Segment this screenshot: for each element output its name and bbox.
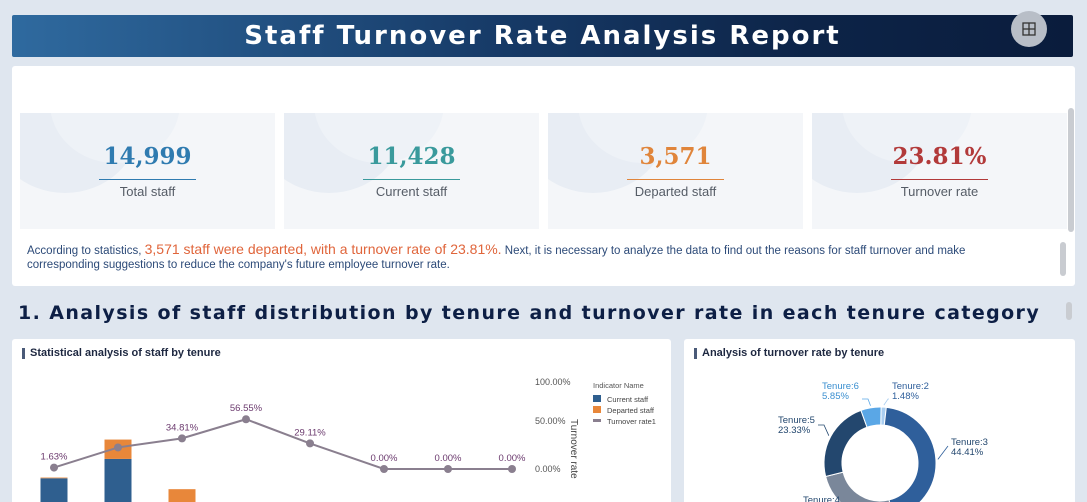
turnover-rate-label: 0.00% bbox=[499, 453, 526, 464]
kpi-value: 3,571 bbox=[639, 143, 712, 170]
donut-percent: 1.48% bbox=[892, 391, 919, 402]
legend-label[interactable]: Departed staff bbox=[607, 406, 655, 415]
summary-suffix: Next, it is necessary to analyze the dat… bbox=[27, 245, 966, 271]
turnover-rate-label: 1.63% bbox=[41, 452, 68, 463]
grid-menu-icon bbox=[1022, 22, 1036, 36]
kpi-value: 23.81% bbox=[892, 143, 987, 170]
section-title: 1. Analysis of staff distribution by ten… bbox=[18, 302, 1041, 324]
turnover-rate-point[interactable] bbox=[242, 415, 250, 424]
turnover-rate-point[interactable] bbox=[50, 463, 58, 472]
legend-label[interactable]: Turnover rate1 bbox=[607, 417, 656, 426]
legend-swatch-departed bbox=[593, 406, 601, 413]
panel-title: Statistical analysis of staff by tenure bbox=[22, 347, 221, 359]
donut-percent: 23.33% bbox=[778, 425, 811, 436]
kpi-label: Current staff bbox=[375, 184, 448, 199]
summary-highlight: 3,571 staff were departed, with a turnov… bbox=[144, 241, 502, 257]
donut-percent: 5.85% bbox=[822, 391, 849, 402]
legend-swatch-current bbox=[593, 395, 601, 402]
legend-label[interactable]: Current staff bbox=[607, 395, 649, 404]
donut-label: Tenure:6 bbox=[822, 381, 859, 392]
legend-title: Indicator Name bbox=[593, 381, 644, 390]
bar-departed-staff[interactable] bbox=[168, 489, 196, 502]
panel-title: Analysis of turnover rate by tenure bbox=[694, 347, 884, 359]
donut-leader-line bbox=[818, 424, 830, 436]
turnover-rate-label: 0.00% bbox=[435, 453, 462, 464]
donut-label: Tenure:5 bbox=[778, 415, 815, 426]
tenure-bar-panel: Statistical analysis of staff by tenure … bbox=[12, 339, 671, 502]
kpi-value: 11,428 bbox=[367, 143, 456, 170]
chart-legend: Indicator Name Current staff Departed st… bbox=[593, 381, 656, 426]
turnover-rate-point[interactable] bbox=[380, 465, 388, 473]
kpi-rule bbox=[627, 179, 724, 180]
turnover-rate-point[interactable] bbox=[114, 443, 122, 452]
turnover-rate-point[interactable] bbox=[508, 465, 516, 473]
kpi-rule bbox=[363, 179, 460, 180]
y2-tick-label: 100.00% bbox=[535, 377, 571, 387]
kpi-total-staff: 14,999 Total staff bbox=[20, 113, 275, 229]
kpi-departed-staff: 3,571 Departed staff bbox=[548, 113, 803, 229]
report-title: Staff Turnover Rate Analysis Report bbox=[244, 21, 841, 51]
menu-button[interactable] bbox=[1011, 11, 1047, 47]
kpi-turnover-rate: 23.81% Turnover rate bbox=[812, 113, 1067, 229]
section-scrollbar[interactable] bbox=[1066, 302, 1072, 320]
y2-axis-label: Turnover rate bbox=[568, 419, 579, 479]
donut-leader-line bbox=[883, 398, 889, 406]
kpi-value: 14,999 bbox=[103, 143, 192, 170]
summary-card: 14,999 Total staff 11,428 Current staff … bbox=[12, 66, 1075, 286]
kpi-label: Total staff bbox=[119, 184, 176, 199]
turnover-rate-line bbox=[53, 418, 512, 470]
summary-text: According to statistics, 3,571 staff wer… bbox=[27, 242, 1017, 272]
donut-leader-line bbox=[937, 445, 949, 460]
donut-slice[interactable] bbox=[883, 406, 937, 502]
donut-leader-line bbox=[843, 496, 847, 502]
bar-current-staff[interactable] bbox=[40, 478, 68, 502]
bar-current-staff[interactable] bbox=[104, 458, 132, 502]
donut-label: Tenure:3 bbox=[951, 437, 988, 448]
tenure-bar-chart: 1.63% 34.81% 56.55% 29.11% 0.00% 0.00% 0.00% 1… bbox=[40, 377, 656, 502]
turnover-rate-point[interactable] bbox=[444, 465, 452, 473]
bar-departed-staff[interactable] bbox=[40, 477, 68, 479]
kpi-rule bbox=[891, 179, 988, 180]
kpi-rule bbox=[99, 179, 196, 180]
kpi-current-staff: 11,428 Current staff bbox=[284, 113, 539, 229]
y2-tick-label: 50.00% bbox=[535, 416, 566, 426]
turnover-rate-label: 29.11% bbox=[294, 427, 326, 438]
donut-label: Tenure:4 bbox=[803, 495, 840, 502]
y2-tick-label: 0.00% bbox=[535, 464, 561, 474]
summary-prefix: According to statistics, bbox=[27, 245, 145, 257]
donut-slice[interactable] bbox=[823, 409, 868, 478]
summary-scrollbar[interactable] bbox=[1060, 242, 1066, 276]
tenure-pie-panel: Analysis of turnover rate by tenure Tenu… bbox=[684, 339, 1075, 502]
turnover-rate-point[interactable] bbox=[306, 439, 314, 448]
report-banner: Staff Turnover Rate Analysis Report bbox=[12, 15, 1073, 57]
turnover-rate-label: 56.55% bbox=[230, 403, 263, 414]
turnover-rate-label: 34.81% bbox=[166, 422, 199, 433]
donut-slice[interactable] bbox=[860, 406, 882, 428]
donut-label: Tenure:2 bbox=[892, 381, 929, 392]
legend-swatch-rate bbox=[593, 419, 601, 422]
donut-percent: 44.41% bbox=[951, 447, 984, 458]
page-scrollbar[interactable] bbox=[1068, 108, 1074, 232]
turnover-rate-label: 0.00% bbox=[371, 453, 398, 464]
tenure-donut-chart: Tenure:21.48% Tenure:344.41% Tenure:4 Tenur… bbox=[778, 381, 988, 502]
kpi-label: Turnover rate bbox=[900, 184, 979, 199]
donut-leader-line bbox=[862, 398, 871, 406]
turnover-rate-point[interactable] bbox=[178, 434, 186, 443]
kpi-label: Departed staff bbox=[634, 184, 717, 199]
